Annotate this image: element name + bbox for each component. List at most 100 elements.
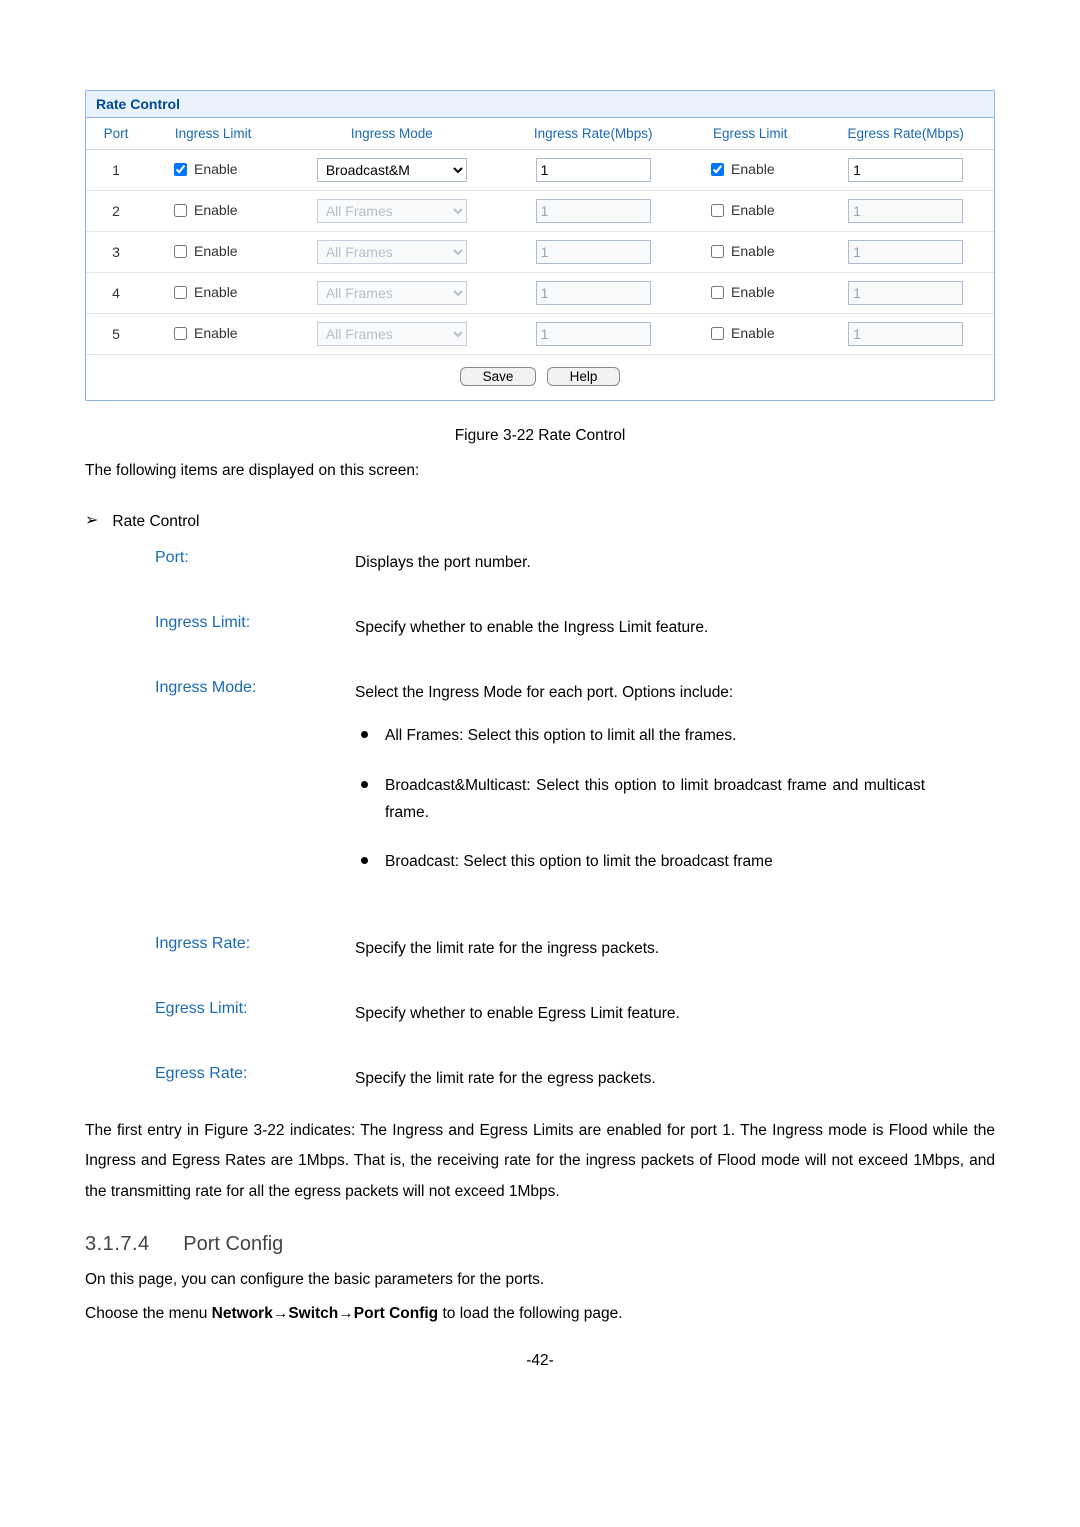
egress-enable-checkbox[interactable] <box>711 245 724 258</box>
col-ingress-mode: Ingress Mode <box>280 118 503 150</box>
egress-enable-label: Enable <box>731 284 775 300</box>
figure-caption: Figure 3-22 Rate Control <box>85 427 995 445</box>
ingress-rate-input[interactable] <box>536 281 651 305</box>
definition-description: Specify whether to enable the Ingress Li… <box>355 614 925 641</box>
egress-rate-cell <box>817 150 994 191</box>
menu-path-suffix: to load the following page. <box>438 1305 622 1322</box>
menu-path-line: Choose the menu Network→Switch→Port Conf… <box>85 1302 995 1326</box>
rate-control-heading: ➢ Rate Control <box>85 513 995 531</box>
egress-rate-input[interactable] <box>848 158 963 182</box>
egress-limit-cell: Enable <box>683 273 817 314</box>
ingress-limit-cell: Enable <box>146 314 280 355</box>
egress-limit-cell: Enable <box>683 232 817 273</box>
definition-row: Ingress Mode:Select the Ingress Mode for… <box>155 679 925 897</box>
col-ingress-rate: Ingress Rate(Mbps) <box>503 118 683 150</box>
panel-button-bar: Save Help <box>86 354 994 400</box>
intro-line: The following items are displayed on thi… <box>85 459 995 483</box>
definition-row: Ingress Rate:Specify the limit rate for … <box>155 935 925 962</box>
ingress-limit-cell: Enable <box>146 232 280 273</box>
ingress-limit-cell: Enable <box>146 191 280 232</box>
ingress-enable-label: Enable <box>194 325 238 341</box>
ingress-enable-checkbox[interactable] <box>174 163 187 176</box>
egress-enable-checkbox[interactable] <box>711 163 724 176</box>
egress-enable-checkbox[interactable] <box>711 327 724 340</box>
egress-rate-cell <box>817 191 994 232</box>
ingress-mode-cell: All Frames <box>280 314 503 355</box>
ingress-rate-cell <box>503 191 683 232</box>
col-egress-limit: Egress Limit <box>683 118 817 150</box>
definition-row: Ingress Limit:Specify whether to enable … <box>155 614 925 641</box>
egress-enable-checkbox[interactable] <box>711 286 724 299</box>
col-egress-rate: Egress Rate(Mbps) <box>817 118 994 150</box>
section-number: 3.1.7.4 <box>85 1233 150 1256</box>
section-title: Port Config <box>183 1233 283 1255</box>
ingress-mode-cell: All Frames <box>280 232 503 273</box>
ingress-enable-checkbox[interactable] <box>174 245 187 258</box>
ingress-rate-input[interactable] <box>536 240 651 264</box>
help-button[interactable]: Help <box>547 367 621 386</box>
definition-description: Specify the limit rate for the egress pa… <box>355 1065 925 1092</box>
ingress-limit-cell: Enable <box>146 150 280 191</box>
egress-rate-input[interactable] <box>848 240 963 264</box>
ingress-mode-select[interactable]: All Frames <box>317 240 467 264</box>
section-heading-port-config: 3.1.7.4 Port Config <box>85 1233 995 1256</box>
ingress-rate-cell <box>503 273 683 314</box>
table-row: 2EnableAll FramesEnable <box>86 191 994 232</box>
col-ingress-limit: Ingress Limit <box>146 118 280 150</box>
definition-bullet-list: All Frames: Select this option to limit … <box>355 722 925 875</box>
egress-limit-cell: Enable <box>683 150 817 191</box>
ingress-rate-input[interactable] <box>536 199 651 223</box>
port-cell: 5 <box>86 314 146 355</box>
save-button[interactable]: Save <box>460 367 537 386</box>
ingress-enable-label: Enable <box>194 243 238 259</box>
ingress-enable-label: Enable <box>194 284 238 300</box>
port-cell: 3 <box>86 232 146 273</box>
table-header-row: Port Ingress Limit Ingress Mode Ingress … <box>86 118 994 150</box>
definition-bullet: Broadcast: Select this option to limit t… <box>355 848 925 875</box>
ingress-enable-label: Enable <box>194 202 238 218</box>
definition-term: Ingress Limit: <box>155 614 355 641</box>
page-number: -42- <box>85 1352 995 1370</box>
table-row: 1EnableBroadcast&MEnable <box>86 150 994 191</box>
port-cell: 1 <box>86 150 146 191</box>
rate-control-heading-label: Rate Control <box>112 513 199 531</box>
ingress-mode-select[interactable]: All Frames <box>317 281 467 305</box>
arrow-icon: ➢ <box>85 513 98 529</box>
ingress-limit-cell: Enable <box>146 273 280 314</box>
ingress-mode-select[interactable]: Broadcast&M <box>317 158 467 182</box>
definition-term: Ingress Mode: <box>155 679 355 897</box>
ingress-rate-input[interactable] <box>536 158 651 182</box>
egress-enable-label: Enable <box>731 202 775 218</box>
egress-rate-input[interactable] <box>848 281 963 305</box>
definition-term: Port: <box>155 549 355 576</box>
egress-rate-cell <box>817 232 994 273</box>
ingress-rate-cell <box>503 150 683 191</box>
ingress-rate-input[interactable] <box>536 322 651 346</box>
ingress-mode-select[interactable]: All Frames <box>317 322 467 346</box>
definition-row: Egress Limit:Specify whether to enable E… <box>155 1000 925 1027</box>
definition-description: Displays the port number. <box>355 549 925 576</box>
definition-description: Select the Ingress Mode for each port. O… <box>355 679 925 897</box>
egress-enable-label: Enable <box>731 161 775 177</box>
ingress-enable-checkbox[interactable] <box>174 204 187 217</box>
menu-path: Network→Switch→Port Config <box>212 1305 438 1322</box>
definition-description: Specify the limit rate for the ingress p… <box>355 935 925 962</box>
ingress-enable-checkbox[interactable] <box>174 327 187 340</box>
egress-rate-input[interactable] <box>848 199 963 223</box>
definitions-block: Port:Displays the port number. Ingress Li… <box>155 549 925 1092</box>
egress-rate-input[interactable] <box>848 322 963 346</box>
definition-bullet: Broadcast&Multicast: Select this option … <box>355 772 925 826</box>
rate-control-table: Port Ingress Limit Ingress Mode Ingress … <box>86 118 994 354</box>
egress-limit-cell: Enable <box>683 191 817 232</box>
ingress-mode-cell: All Frames <box>280 191 503 232</box>
egress-enable-label: Enable <box>731 325 775 341</box>
definition-description: Specify whether to enable Egress Limit f… <box>355 1000 925 1027</box>
ingress-enable-checkbox[interactable] <box>174 286 187 299</box>
ingress-mode-select[interactable]: All Frames <box>317 199 467 223</box>
egress-enable-checkbox[interactable] <box>711 204 724 217</box>
table-row: 4EnableAll FramesEnable <box>86 273 994 314</box>
definition-term: Egress Rate: <box>155 1065 355 1092</box>
panel-title: Rate Control <box>86 91 994 118</box>
table-row: 3 Enable All Frames Enable <box>86 232 994 273</box>
definition-bullet: All Frames: Select this option to limit … <box>355 722 925 749</box>
